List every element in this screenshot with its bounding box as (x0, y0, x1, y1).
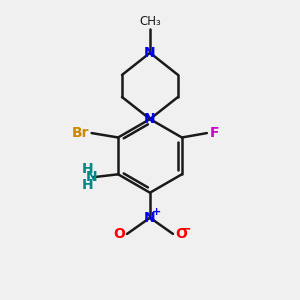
Text: H: H (82, 178, 94, 193)
Text: F: F (209, 126, 219, 140)
Text: H: H (82, 162, 94, 176)
Text: O: O (175, 227, 187, 241)
Text: N: N (144, 211, 156, 225)
Text: −: − (179, 222, 191, 236)
Text: CH₃: CH₃ (139, 15, 161, 28)
Text: O: O (113, 227, 125, 241)
Text: N: N (86, 170, 98, 184)
Text: +: + (152, 207, 161, 218)
Text: Br: Br (72, 126, 89, 140)
Text: N: N (144, 46, 156, 60)
Text: N: N (144, 112, 156, 126)
